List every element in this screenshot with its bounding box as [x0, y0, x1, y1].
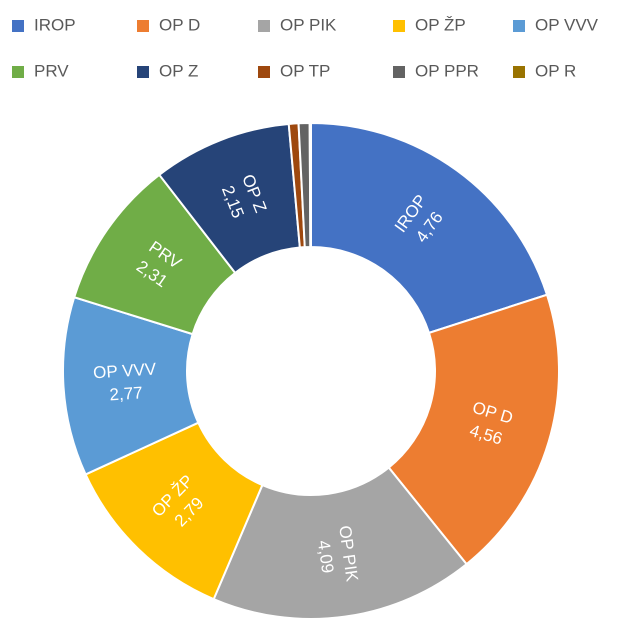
legend-label: OP Z — [159, 61, 198, 80]
legend-swatch — [258, 20, 270, 32]
legend-label: OP ŽP — [415, 15, 466, 34]
legend-swatch — [12, 20, 24, 32]
legend-label: OP TP — [280, 61, 330, 80]
legend-swatch — [12, 66, 24, 78]
legend-label: PRV — [34, 61, 69, 80]
slice-value: 2,77 — [109, 383, 143, 404]
slice-value: 4,09 — [314, 539, 337, 574]
legend-label: OP R — [535, 61, 576, 80]
legend-swatch — [393, 20, 405, 32]
legend-swatch — [513, 66, 525, 78]
legend-label: OP VVV — [535, 15, 599, 34]
donut-slice — [387, 293, 560, 566]
legend-label: OP PIK — [280, 15, 337, 34]
legend-swatch — [393, 66, 405, 78]
donut-slice — [308, 121, 312, 249]
legend-label: OP D — [159, 15, 200, 34]
slice-name: OP VVV — [93, 359, 158, 382]
legend-swatch — [137, 20, 149, 32]
legend-swatch — [137, 66, 149, 78]
donut-slice — [212, 466, 468, 620]
legend-label: OP PPR — [415, 61, 479, 80]
legend-swatch — [258, 66, 270, 78]
donut-slice — [310, 121, 549, 335]
legend-swatch — [513, 20, 525, 32]
legend-label: IROP — [34, 15, 76, 34]
